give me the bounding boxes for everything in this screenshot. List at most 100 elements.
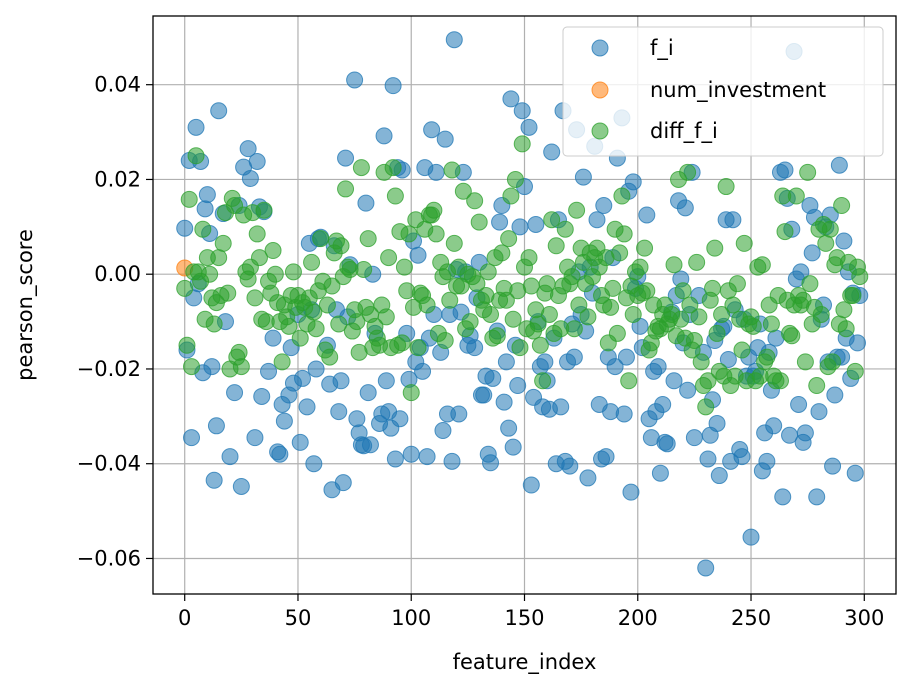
point-diff-f-i <box>801 275 819 293</box>
point-f-i <box>221 448 239 466</box>
point-diff-f-i <box>692 353 710 371</box>
point-f-i <box>298 398 316 416</box>
point-diff-f-i <box>500 230 518 248</box>
point-diff-f-i <box>384 159 402 177</box>
point-diff-f-i <box>454 182 472 200</box>
point-f-i <box>658 435 676 453</box>
point-diff-f-i <box>187 147 205 165</box>
point-f-i <box>391 410 409 428</box>
point-f-i <box>758 452 776 470</box>
point-diff-f-i <box>837 320 855 338</box>
point-f-i <box>330 403 348 421</box>
point-f-i <box>198 186 216 204</box>
point-diff-f-i <box>210 249 228 267</box>
point-diff-f-i <box>393 334 411 352</box>
point-diff-f-i <box>851 268 869 286</box>
legend-marker-f-i <box>591 39 609 57</box>
point-diff-f-i <box>348 313 366 331</box>
point-diff-f-i <box>672 310 690 328</box>
point-diff-f-i <box>543 211 561 229</box>
point-diff-f-i <box>273 353 291 371</box>
point-f-i <box>359 384 377 402</box>
point-f-i <box>676 199 694 217</box>
point-f-i <box>846 464 864 482</box>
point-f-i <box>808 488 826 506</box>
point-f-i <box>719 350 737 368</box>
point-diff-f-i <box>246 289 264 307</box>
point-diff-f-i <box>604 279 622 297</box>
point-f-i <box>649 358 667 376</box>
point-f-i <box>527 215 545 233</box>
point-diff-f-i <box>556 220 574 238</box>
point-diff-f-i <box>493 244 511 262</box>
point-diff-f-i <box>706 239 724 257</box>
point-diff-f-i <box>733 341 751 359</box>
point-diff-f-i <box>579 308 597 326</box>
point-diff-f-i <box>219 284 237 302</box>
point-diff-f-i <box>762 315 780 333</box>
point-f-i <box>796 424 814 442</box>
y-tick-labels: −0.06 −0.04 −0.02 0.00 0.02 0.04 <box>77 73 141 571</box>
point-diff-f-i <box>787 187 805 205</box>
point-diff-f-i <box>470 213 488 231</box>
point-diff-f-i <box>380 249 398 267</box>
point-f-i <box>651 464 669 482</box>
y-tick-label: −0.06 <box>77 546 141 570</box>
point-f-i <box>183 429 201 447</box>
point-f-i <box>513 102 531 120</box>
point-diff-f-i <box>690 308 708 326</box>
point-diff-f-i <box>178 336 196 354</box>
point-diff-f-i <box>402 384 420 402</box>
point-f-i <box>595 197 613 215</box>
point-diff-f-i <box>608 324 626 342</box>
point-f-i <box>484 369 502 387</box>
point-f-i <box>500 419 518 437</box>
point-diff-f-i <box>534 372 552 390</box>
point-f-i <box>207 417 225 435</box>
point-diff-f-i <box>547 237 565 255</box>
point-f-i <box>561 457 579 475</box>
point-f-i <box>346 71 364 89</box>
point-diff-f-i <box>783 327 801 345</box>
point-f-i <box>334 474 352 492</box>
point-f-i <box>810 403 828 421</box>
y-tick-label: 0.04 <box>94 73 141 97</box>
point-diff-f-i <box>321 348 339 366</box>
point-diff-f-i <box>620 372 638 390</box>
point-f-i <box>495 393 513 411</box>
point-diff-f-i <box>264 242 282 260</box>
legend-label-num-investment: num_investment <box>650 78 826 103</box>
point-diff-f-i <box>753 256 771 274</box>
point-f-i <box>348 410 366 428</box>
data-points <box>176 31 869 577</box>
point-diff-f-i <box>799 163 817 181</box>
point-diff-f-i <box>395 258 413 276</box>
point-f-i <box>504 438 522 456</box>
point-f-i <box>445 31 463 49</box>
point-f-i <box>375 127 393 145</box>
point-f-i <box>291 433 309 451</box>
point-diff-f-i <box>563 268 581 286</box>
x-tick-label: 50 <box>285 606 312 630</box>
point-diff-f-i <box>520 249 538 267</box>
point-f-i <box>271 445 289 463</box>
point-diff-f-i <box>400 225 418 243</box>
point-diff-f-i <box>724 296 742 314</box>
point-diff-f-i <box>615 225 633 243</box>
point-diff-f-i <box>679 163 697 181</box>
point-f-i <box>699 450 717 468</box>
point-diff-f-i <box>699 372 717 390</box>
point-f-i <box>776 161 794 179</box>
point-diff-f-i <box>688 253 706 271</box>
point-f-i <box>187 118 205 136</box>
point-f-i <box>774 488 792 506</box>
point-diff-f-i <box>713 305 731 323</box>
point-diff-f-i <box>808 377 826 395</box>
point-f-i <box>502 90 520 108</box>
point-diff-f-i <box>776 223 794 241</box>
legend-marker-diff-f-i <box>591 122 609 140</box>
point-f-i <box>450 405 468 423</box>
point-f-i <box>357 194 375 212</box>
point-f-i <box>654 395 672 413</box>
point-diff-f-i <box>445 234 463 252</box>
